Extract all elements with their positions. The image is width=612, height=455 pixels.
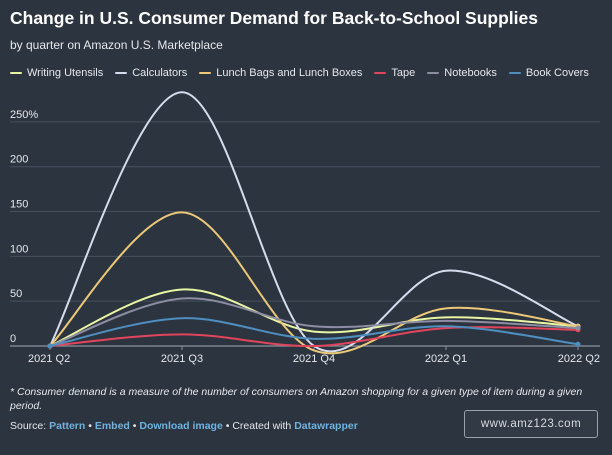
legend-label: Tape — [391, 67, 416, 79]
legend-swatch — [199, 72, 212, 74]
download-image-link[interactable]: Download image — [139, 420, 223, 432]
source-link-pattern[interactable]: Pattern — [49, 420, 86, 432]
legend-item-lunch-bags-and-lunch-boxes: Lunch Bags and Lunch Boxes — [199, 67, 362, 79]
legend-label: Notebooks — [444, 67, 497, 79]
footnote: * Consumer demand is a measure of the nu… — [10, 386, 583, 412]
legend-swatch — [374, 72, 387, 74]
series-line-tape — [49, 326, 579, 348]
series-point-book-covers — [47, 343, 53, 349]
legend-label: Lunch Bags and Lunch Boxes — [216, 67, 363, 79]
series-line-notebooks — [49, 297, 579, 347]
source-prefix: Source: — [10, 420, 47, 432]
x-tick-label: 2022 Q1 — [425, 353, 467, 365]
legend-label: Calculators — [132, 67, 188, 79]
datawrapper-link[interactable]: Datawrapper — [294, 420, 358, 432]
legend-item-tape: Tape — [374, 67, 415, 79]
x-tick-label: 2021 Q2 — [28, 353, 70, 365]
embed-link[interactable]: Embed — [94, 420, 130, 432]
legend-swatch — [115, 72, 128, 74]
legend-item-calculators: Calculators — [115, 67, 187, 79]
series-point-notebooks — [575, 325, 581, 331]
source-line: Source: Pattern • Embed • Download image… — [10, 420, 358, 432]
plot-area: 0 50 100 150 200 250% 2021 Q2 2021 Q3 2021 Q4 20… — [10, 91, 600, 365]
legend-item-writing-utensils: Writing Utensils — [10, 67, 103, 79]
legend-item-book-covers: Book Covers — [508, 67, 589, 79]
legend-swatch — [10, 72, 22, 74]
y-tick-label: 250% — [10, 109, 38, 121]
legend-swatch — [508, 72, 521, 74]
series-line-book-covers — [49, 317, 579, 347]
series-line-calculators — [49, 91, 579, 353]
x-tick-label: 2021 Q3 — [161, 353, 203, 365]
series-line-lunch-bags-and-lunch-boxes — [49, 211, 579, 355]
legend-label: Book Covers — [525, 67, 589, 79]
separator: • — [88, 420, 92, 432]
y-tick-label: 200 — [10, 154, 28, 166]
watermark: www.amz123.com — [464, 410, 598, 438]
separator: • — [132, 420, 137, 432]
y-tick-label: 50 — [10, 288, 22, 300]
series-line-writing-utensils — [49, 288, 579, 347]
legend-item-notebooks: Notebooks — [427, 67, 497, 79]
chart-title: Change in U.S. Consumer Demand for Back-… — [10, 8, 538, 28]
legend-label: Writing Utensils — [27, 67, 104, 79]
legend-swatch — [427, 72, 440, 74]
y-tick-label: 100 — [10, 243, 28, 255]
y-tick-label: 150 — [10, 199, 28, 211]
chart-subtitle: by quarter on Amazon U.S. Marketplace — [10, 38, 223, 52]
x-tick-label: 2021 Q4 — [293, 353, 335, 365]
series-point-book-covers — [575, 341, 581, 347]
y-tick-label: 0 — [10, 333, 16, 345]
x-tick-label: 2022 Q2 — [558, 353, 600, 365]
created-with-text: • Created with — [225, 420, 292, 432]
legend: Writing Utensils Calculators Lunch Bags an… — [10, 67, 589, 79]
